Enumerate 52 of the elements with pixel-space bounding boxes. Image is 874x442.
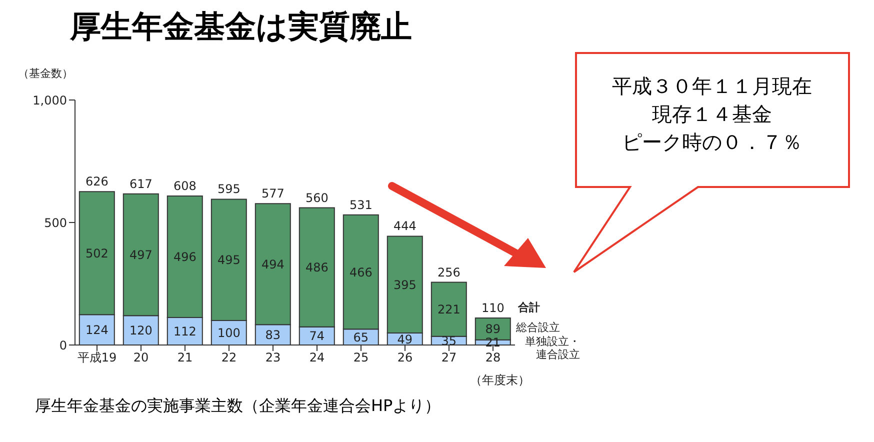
x-tick-label: 28 [485,350,501,365]
x-tick-label: 22 [221,350,237,365]
x-tick-label: 27 [441,350,457,365]
x-tick-label: 20 [133,350,149,365]
x-tick-label: 23 [265,350,281,365]
y-axis-title: （基金数） [18,66,73,81]
total-label: 110 [481,301,504,316]
total-label: 626 [85,174,108,189]
data-label: 497 [129,248,152,262]
y-tick-label: 1,000 [32,93,67,108]
data-label: 466 [349,265,372,280]
data-label: 74 [309,329,325,344]
data-label: 502 [85,246,108,260]
data-label: 221 [437,302,460,317]
total-label: 608 [173,179,196,194]
chart-title: 厚生年金基金は実質廃止 [70,8,412,47]
x-tick-label: 25 [353,350,369,365]
x-axis-title: （年度末） [470,372,530,389]
total-label: 560 [305,190,328,205]
data-label: 49 [397,332,413,346]
total-label: 444 [393,219,416,234]
data-label: 494 [261,257,284,272]
text: 厚生年金基金の実施事業主数（企業年金連合会HPより） [35,396,441,417]
x-tick-label: 26 [397,350,413,365]
series-label: 総合設立 [516,320,560,335]
total-label: 531 [349,198,372,212]
data-label: 83 [265,328,281,342]
data-label: 495 [217,253,240,268]
text: ピーク時の０．７％ [621,129,803,156]
data-label: 120 [129,324,152,338]
y-tick-label: 0 [59,338,67,352]
series-label: 単独設立・連合設立 [524,335,580,361]
data-label: 395 [393,278,416,292]
x-tick-label: 平成19 [77,350,117,365]
total-label: 256 [437,265,460,280]
data-label: 35 [441,334,457,348]
data-label: 89 [485,322,501,336]
total-label: 595 [217,182,240,196]
text: 合計 [518,300,540,315]
data-label: 100 [217,326,240,340]
x-tick-label: 24 [309,350,325,365]
y-tick-label: 500 [44,216,67,230]
text: 現存１４基金 [651,101,773,128]
data-label: 496 [173,250,196,264]
data-label: 124 [85,323,108,338]
x-tick-label: 21 [177,350,193,365]
text: 平成３０年１１月現在 [611,73,813,100]
data-label: 65 [353,330,369,344]
data-label: 486 [305,260,328,275]
data-label: 112 [173,324,196,339]
total-label: 577 [261,186,284,201]
total-label: 617 [129,176,152,191]
